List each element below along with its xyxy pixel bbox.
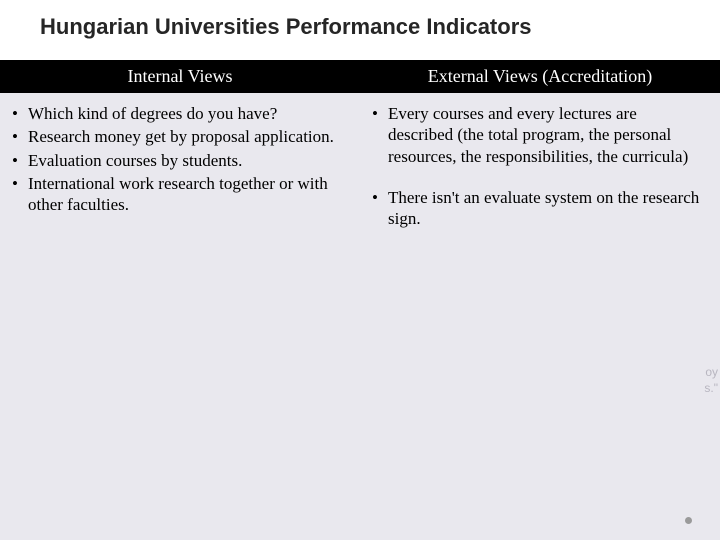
external-list: Every courses and every lectures are des… [370, 103, 704, 229]
list-item: There isn't an evaluate system on the re… [370, 187, 704, 230]
cell-external: Every courses and every lectures are des… [360, 93, 720, 259]
cell-internal: Which kind of degrees do you have? Resea… [0, 93, 360, 259]
list-item: Which kind of degrees do you have? [10, 103, 344, 124]
table-body-row: Which kind of degrees do you have? Resea… [0, 93, 720, 259]
table-header-row: Internal Views External Views (Accredita… [0, 60, 720, 93]
slide: Hungarian Universities Performance Indic… [0, 0, 720, 540]
footer-dot-icon [685, 517, 692, 524]
list-item: Every courses and every lectures are des… [370, 103, 704, 167]
list-item: Evaluation courses by students. [10, 150, 344, 171]
internal-list: Which kind of degrees do you have? Resea… [10, 103, 344, 215]
page-title: Hungarian Universities Performance Indic… [0, 0, 720, 54]
comparison-table: Internal Views External Views (Accredita… [0, 60, 720, 259]
cutoff-line: s." [704, 381, 718, 397]
cutoff-text: oy s." [704, 365, 720, 396]
column-header-external: External Views (Accreditation) [360, 60, 720, 93]
cutoff-line: oy [704, 365, 718, 381]
list-item: Research money get by proposal applicati… [10, 126, 344, 147]
column-header-internal: Internal Views [0, 60, 360, 93]
list-item: International work research together or … [10, 173, 344, 216]
content-area: Internal Views External Views (Accredita… [0, 60, 720, 540]
